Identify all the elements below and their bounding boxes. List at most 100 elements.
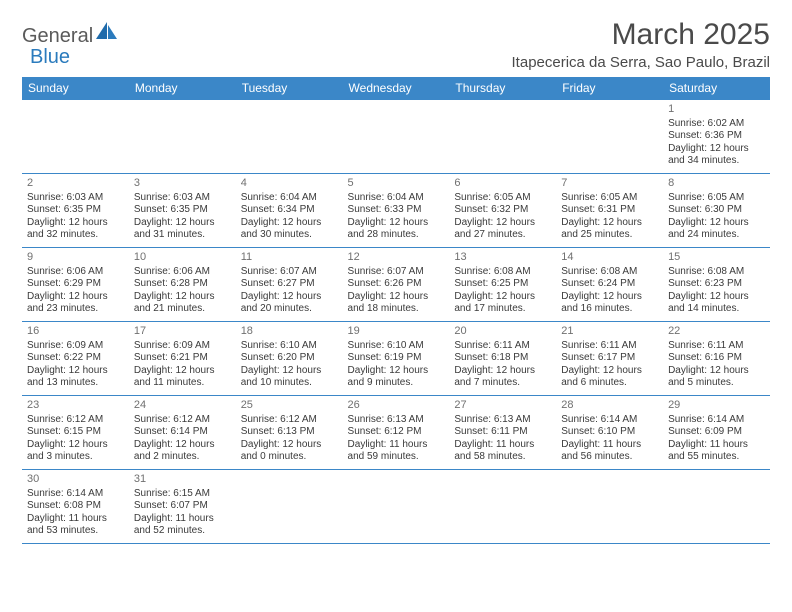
daylight-line: Daylight: 12 hours and 27 minutes.	[454, 217, 551, 242]
sunrise-line: Sunrise: 6:11 AM	[561, 340, 658, 353]
daylight-line: Daylight: 12 hours and 9 minutes.	[348, 365, 445, 390]
daylight-line: Daylight: 11 hours and 55 minutes.	[668, 439, 765, 464]
sunrise-line: Sunrise: 6:14 AM	[668, 414, 765, 427]
daylight-line: Daylight: 12 hours and 31 minutes.	[134, 217, 231, 242]
daylight-line: Daylight: 12 hours and 28 minutes.	[348, 217, 445, 242]
sunrise-line: Sunrise: 6:12 AM	[134, 414, 231, 427]
sunrise-line: Sunrise: 6:15 AM	[134, 488, 231, 501]
sunrise-line: Sunrise: 6:13 AM	[454, 414, 551, 427]
calendar-cell: 30Sunrise: 6:14 AMSunset: 6:08 PMDayligh…	[22, 470, 129, 544]
day-number: 4	[241, 177, 338, 191]
calendar-cell	[236, 100, 343, 174]
daylight-line: Daylight: 12 hours and 32 minutes.	[27, 217, 124, 242]
calendar-cell: 21Sunrise: 6:11 AMSunset: 6:17 PMDayligh…	[556, 322, 663, 396]
calendar-cell: 18Sunrise: 6:10 AMSunset: 6:20 PMDayligh…	[236, 322, 343, 396]
day-number: 22	[668, 325, 765, 339]
day-number: 25	[241, 399, 338, 413]
daylight-line: Daylight: 12 hours and 20 minutes.	[241, 291, 338, 316]
sunset-line: Sunset: 6:12 PM	[348, 426, 445, 439]
sunset-line: Sunset: 6:26 PM	[348, 278, 445, 291]
sunset-line: Sunset: 6:24 PM	[561, 278, 658, 291]
day-number: 30	[27, 473, 124, 487]
sunrise-line: Sunrise: 6:11 AM	[668, 340, 765, 353]
sunrise-line: Sunrise: 6:04 AM	[241, 192, 338, 205]
day-number: 6	[454, 177, 551, 191]
header: General March 2025 Itapecerica da Serra,…	[22, 18, 770, 71]
calendar-cell	[343, 470, 450, 544]
calendar-cell: 16Sunrise: 6:09 AMSunset: 6:22 PMDayligh…	[22, 322, 129, 396]
day-number: 24	[134, 399, 231, 413]
calendar-cell	[556, 470, 663, 544]
calendar-cell	[129, 100, 236, 174]
day-number: 31	[134, 473, 231, 487]
calendar-cell: 10Sunrise: 6:06 AMSunset: 6:28 PMDayligh…	[129, 248, 236, 322]
calendar-cell: 13Sunrise: 6:08 AMSunset: 6:25 PMDayligh…	[449, 248, 556, 322]
calendar-row: 16Sunrise: 6:09 AMSunset: 6:22 PMDayligh…	[22, 322, 770, 396]
sunset-line: Sunset: 6:17 PM	[561, 352, 658, 365]
calendar-cell	[236, 470, 343, 544]
sunset-line: Sunset: 6:18 PM	[454, 352, 551, 365]
sunrise-line: Sunrise: 6:09 AM	[134, 340, 231, 353]
sunset-line: Sunset: 6:20 PM	[241, 352, 338, 365]
calendar-cell: 25Sunrise: 6:12 AMSunset: 6:13 PMDayligh…	[236, 396, 343, 470]
calendar-cell: 28Sunrise: 6:14 AMSunset: 6:10 PMDayligh…	[556, 396, 663, 470]
daylight-line: Daylight: 12 hours and 5 minutes.	[668, 365, 765, 390]
day-number: 28	[561, 399, 658, 413]
calendar-row: 9Sunrise: 6:06 AMSunset: 6:29 PMDaylight…	[22, 248, 770, 322]
sunrise-line: Sunrise: 6:07 AM	[348, 266, 445, 279]
calendar-row: 2Sunrise: 6:03 AMSunset: 6:35 PMDaylight…	[22, 174, 770, 248]
sunrise-line: Sunrise: 6:03 AM	[134, 192, 231, 205]
sunrise-line: Sunrise: 6:09 AM	[27, 340, 124, 353]
logo-sail-icon	[96, 22, 118, 45]
title-block: March 2025 Itapecerica da Serra, Sao Pau…	[512, 18, 770, 71]
logo-text-blue: Blue	[30, 46, 70, 68]
sunset-line: Sunset: 6:36 PM	[668, 130, 765, 143]
sunset-line: Sunset: 6:07 PM	[134, 500, 231, 513]
sunset-line: Sunset: 6:34 PM	[241, 204, 338, 217]
calendar-cell	[449, 100, 556, 174]
daylight-line: Daylight: 12 hours and 11 minutes.	[134, 365, 231, 390]
sunset-line: Sunset: 6:31 PM	[561, 204, 658, 217]
sunrise-line: Sunrise: 6:10 AM	[241, 340, 338, 353]
sunset-line: Sunset: 6:27 PM	[241, 278, 338, 291]
sunrise-line: Sunrise: 6:07 AM	[241, 266, 338, 279]
sunset-line: Sunset: 6:15 PM	[27, 426, 124, 439]
dayname-header: Monday	[129, 77, 236, 100]
sunset-line: Sunset: 6:29 PM	[27, 278, 124, 291]
sunset-line: Sunset: 6:33 PM	[348, 204, 445, 217]
calendar-cell: 23Sunrise: 6:12 AMSunset: 6:15 PMDayligh…	[22, 396, 129, 470]
dayname-header: Thursday	[449, 77, 556, 100]
daylight-line: Daylight: 11 hours and 53 minutes.	[27, 513, 124, 538]
day-number: 11	[241, 251, 338, 265]
daylight-line: Daylight: 12 hours and 17 minutes.	[454, 291, 551, 316]
day-number: 12	[348, 251, 445, 265]
dayname-header: Friday	[556, 77, 663, 100]
daylight-line: Daylight: 11 hours and 56 minutes.	[561, 439, 658, 464]
sunrise-line: Sunrise: 6:03 AM	[27, 192, 124, 205]
sunrise-line: Sunrise: 6:11 AM	[454, 340, 551, 353]
day-number: 23	[27, 399, 124, 413]
daylight-line: Daylight: 11 hours and 58 minutes.	[454, 439, 551, 464]
sunset-line: Sunset: 6:35 PM	[134, 204, 231, 217]
day-number: 1	[668, 103, 765, 117]
sunrise-line: Sunrise: 6:14 AM	[561, 414, 658, 427]
calendar-cell: 3Sunrise: 6:03 AMSunset: 6:35 PMDaylight…	[129, 174, 236, 248]
sunrise-line: Sunrise: 6:08 AM	[668, 266, 765, 279]
day-number: 2	[27, 177, 124, 191]
daylight-line: Daylight: 12 hours and 3 minutes.	[27, 439, 124, 464]
day-number: 16	[27, 325, 124, 339]
month-title: March 2025	[512, 18, 770, 52]
daylight-line: Daylight: 12 hours and 10 minutes.	[241, 365, 338, 390]
daylight-line: Daylight: 12 hours and 23 minutes.	[27, 291, 124, 316]
sunset-line: Sunset: 6:16 PM	[668, 352, 765, 365]
sunrise-line: Sunrise: 6:06 AM	[27, 266, 124, 279]
day-number: 7	[561, 177, 658, 191]
sunset-line: Sunset: 6:22 PM	[27, 352, 124, 365]
sunrise-line: Sunrise: 6:10 AM	[348, 340, 445, 353]
day-number: 3	[134, 177, 231, 191]
daylight-line: Daylight: 11 hours and 52 minutes.	[134, 513, 231, 538]
sunrise-line: Sunrise: 6:05 AM	[561, 192, 658, 205]
calendar-cell: 29Sunrise: 6:14 AMSunset: 6:09 PMDayligh…	[663, 396, 770, 470]
day-number: 18	[241, 325, 338, 339]
sunset-line: Sunset: 6:14 PM	[134, 426, 231, 439]
